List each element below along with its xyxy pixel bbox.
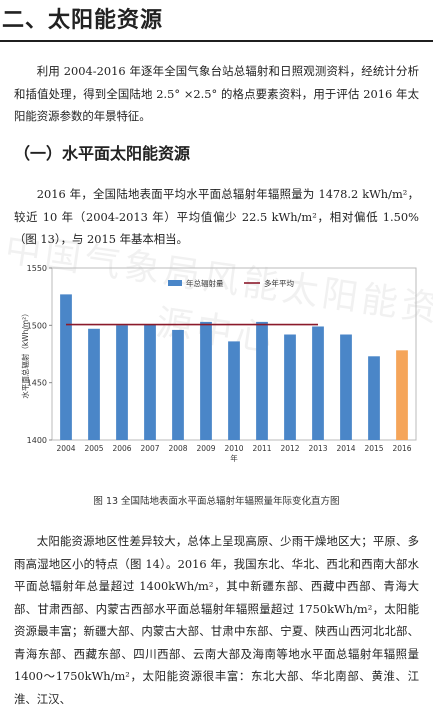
bar — [200, 321, 212, 440]
x-tick-label: 2010 — [224, 444, 243, 453]
x-tick-label: 2006 — [112, 444, 131, 453]
paragraph-3: 太阳能资源地区性差异较大，总体上呈现高原、少雨干燥地区大；平原、多雨高湿地区小的… — [14, 534, 419, 706]
x-tick-label: 2012 — [280, 444, 299, 453]
bar — [284, 334, 296, 440]
x-tick-label: 2009 — [196, 444, 215, 453]
x-tick-label: 2008 — [168, 444, 187, 453]
y-axis-label: 水平面总辐射（kWh/m²） — [20, 309, 30, 398]
x-axis-label: 年 — [230, 453, 238, 462]
subsection-title: （一）水平面太阳能资源 — [14, 144, 191, 163]
bar — [144, 324, 156, 440]
bar — [340, 334, 352, 440]
y-tick-label: 1450 — [27, 379, 47, 388]
y-tick-label: 1500 — [27, 321, 47, 330]
bar — [368, 356, 380, 440]
bar — [396, 350, 408, 440]
legend-swatch-bar — [168, 280, 182, 286]
bar-chart: 1400 1450 1500 1550 2004 2005 2006 2007 2008 2009… — [20, 264, 417, 462]
title-divider — [0, 40, 433, 42]
paragraph-2: 2016 年，全国陆地表面平均水平面总辐射年辐照量为 1478.2 kWh/m²… — [14, 187, 419, 246]
y-tick-label: 1400 — [27, 436, 47, 445]
x-tick-label: 2016 — [392, 444, 411, 453]
bar — [228, 341, 240, 440]
x-tick-label: 2005 — [84, 444, 103, 453]
bar — [88, 328, 100, 440]
bar — [60, 294, 72, 440]
bar — [172, 329, 184, 440]
x-tick-label: 2007 — [140, 444, 159, 453]
y-tick-label: 1550 — [27, 264, 47, 273]
section-title: 二、太阳能资源 — [2, 8, 164, 33]
x-tick-label: 2015 — [364, 444, 383, 453]
bar — [116, 325, 128, 440]
x-tick-label: 2013 — [308, 444, 327, 453]
legend-label-bar: 年总辐射量 — [186, 278, 224, 288]
legend-label-line: 多年平均 — [264, 278, 294, 288]
figure-caption: 图 13 全国陆地表面水平面总辐射年辐照量年际变化直方图 — [93, 496, 340, 507]
x-tick-label: 2011 — [252, 444, 271, 453]
x-tick-label: 2004 — [56, 444, 75, 453]
intro-paragraph: 利用 2004-2016 年逐年全国气象台站总辐射和日照观测资料，经统计分析和插… — [14, 64, 419, 123]
bar — [312, 326, 324, 440]
x-tick-label: 2014 — [336, 444, 355, 453]
bar — [256, 321, 268, 440]
